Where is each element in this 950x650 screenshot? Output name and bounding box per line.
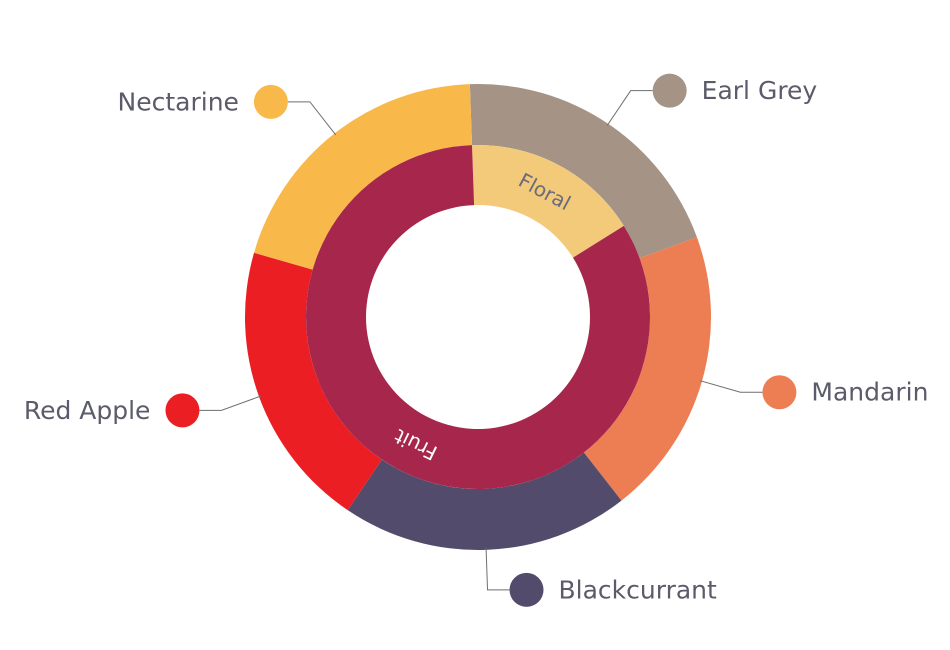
inner-slice-fruit[interactable] [306,145,650,490]
leader-line-mandarin [699,380,763,393]
inner-slice-floral[interactable] [471,145,624,258]
outer-ring [245,83,711,550]
outer-slice-blackcurrant[interactable] [347,452,622,550]
outer-label-earl-grey: Earl Grey [702,76,818,105]
outer-label-red-apple: Red Apple [24,396,151,425]
outer-label-mandarin: Mandarin [811,378,928,407]
legend-marker-mandarin [762,375,797,410]
legend-marker-blackcurrant [509,572,544,607]
legend-marker-earl-grey [652,73,687,108]
outer-slice-earl-grey[interactable] [469,83,697,259]
outer-slice-nectarine[interactable] [254,84,472,270]
leader-line-nectarine [287,101,337,136]
leader-line-earl-grey [606,90,653,126]
leader-line-red-apple [199,395,262,411]
outer-labels: Earl Grey Mandarin Blackcurrant Red Apple Ne… [24,73,928,607]
inner-ring [306,145,650,490]
legend-marker-nectarine [253,84,288,119]
outer-slice-red-apple[interactable] [245,252,382,511]
outer-slice-mandarin[interactable] [583,237,711,501]
outer-label-nectarine: Nectarine [118,87,239,116]
legend-marker-red-apple [165,393,200,428]
outer-label-blackcurrant: Blackcurrant [559,575,718,604]
leader-line-blackcurrant [485,547,510,591]
